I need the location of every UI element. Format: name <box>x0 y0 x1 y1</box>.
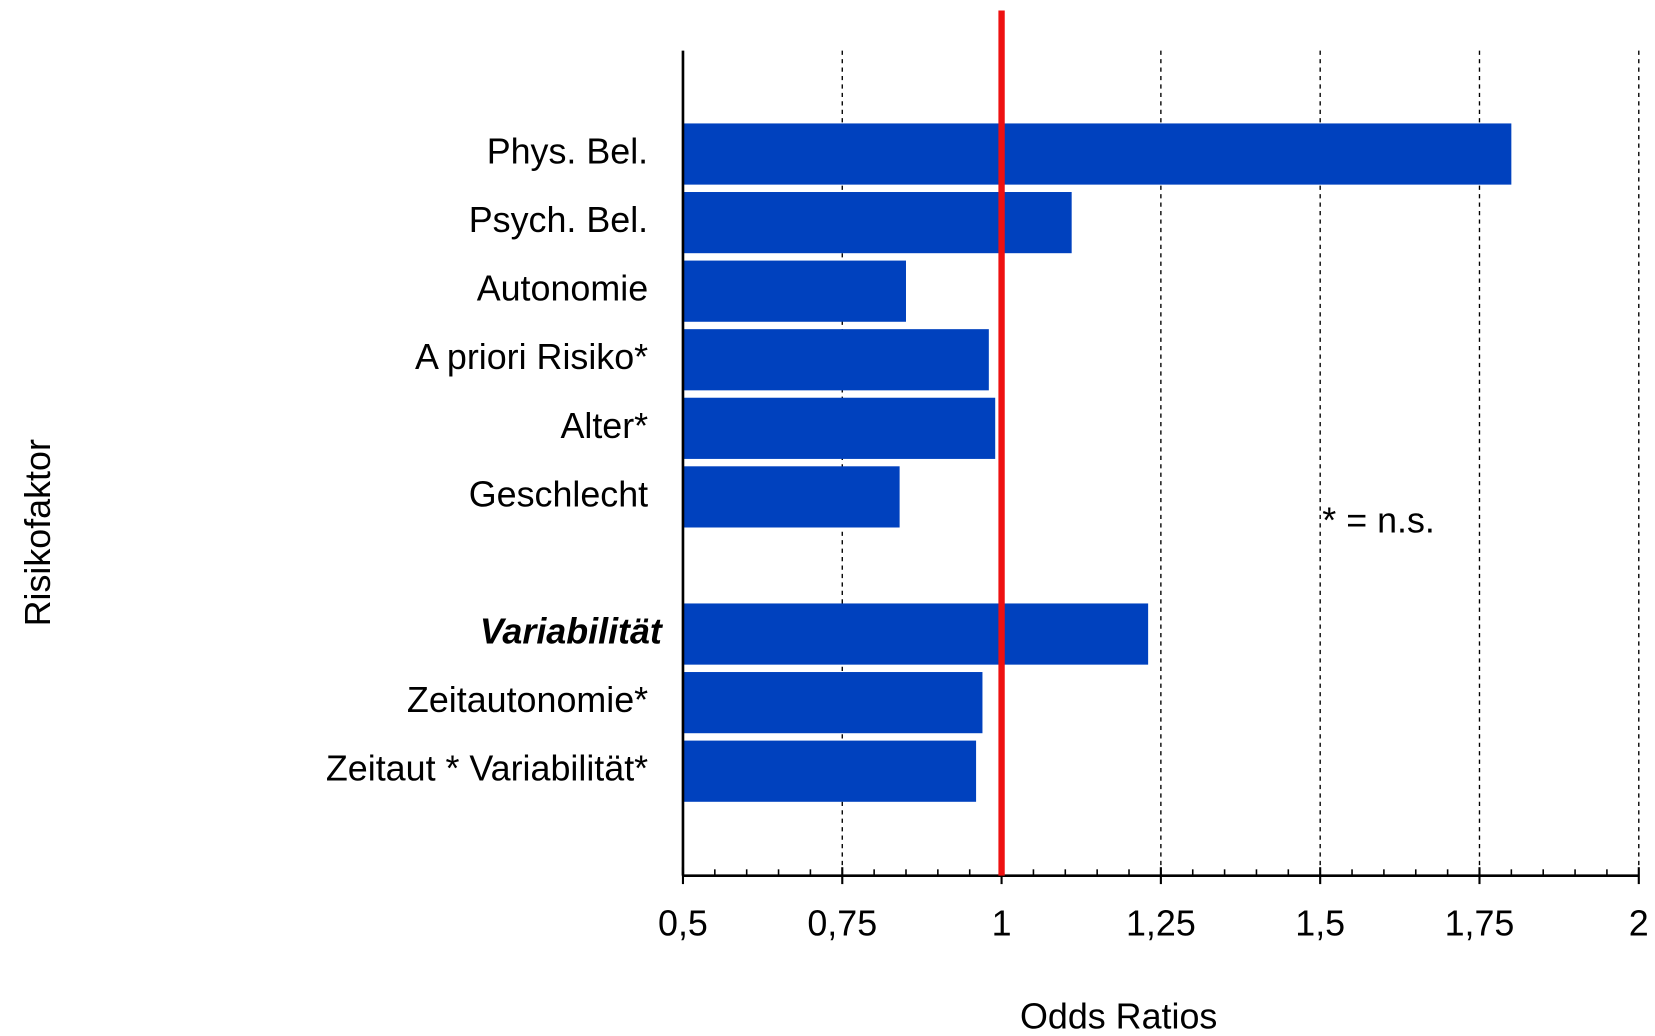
y-tick-label: Geschlecht <box>469 474 648 514</box>
bar <box>682 329 989 391</box>
bar <box>682 740 977 802</box>
y-tick-label: Psych. Bel. <box>469 200 648 240</box>
y-tick-label: Zeitautonomie* <box>407 680 648 720</box>
x-tick-label: 2 <box>1629 904 1649 944</box>
y-axis-label: Risikofaktor <box>18 439 58 626</box>
y-tick-label: Autonomie <box>477 269 648 309</box>
x-tick-label: 1,75 <box>1445 904 1515 944</box>
y-tick-label: Variabilität <box>480 612 664 652</box>
x-tick-label: 0,75 <box>807 904 877 944</box>
x-tick-label: 1,25 <box>1126 904 1196 944</box>
bar <box>682 397 996 459</box>
y-tick-label: A priori Risiko* <box>415 337 648 377</box>
x-tick-label: 1 <box>992 904 1012 944</box>
bar <box>682 672 983 734</box>
y-tick-label: Alter* <box>560 406 648 446</box>
bar <box>682 466 900 528</box>
bar <box>682 123 1512 185</box>
bar <box>682 192 1072 254</box>
bar <box>682 260 906 322</box>
bar <box>682 603 1149 665</box>
annotation: * = n.s. <box>1322 501 1435 541</box>
x-tick-label: 0,5 <box>658 904 708 944</box>
x-tick-label: 1,5 <box>1295 904 1345 944</box>
y-tick-label: Phys. Bel. <box>487 131 648 171</box>
x-axis-label: Odds Ratios <box>1020 997 1217 1036</box>
y-tick-label: Zeitaut * Variabilität* <box>326 749 648 789</box>
